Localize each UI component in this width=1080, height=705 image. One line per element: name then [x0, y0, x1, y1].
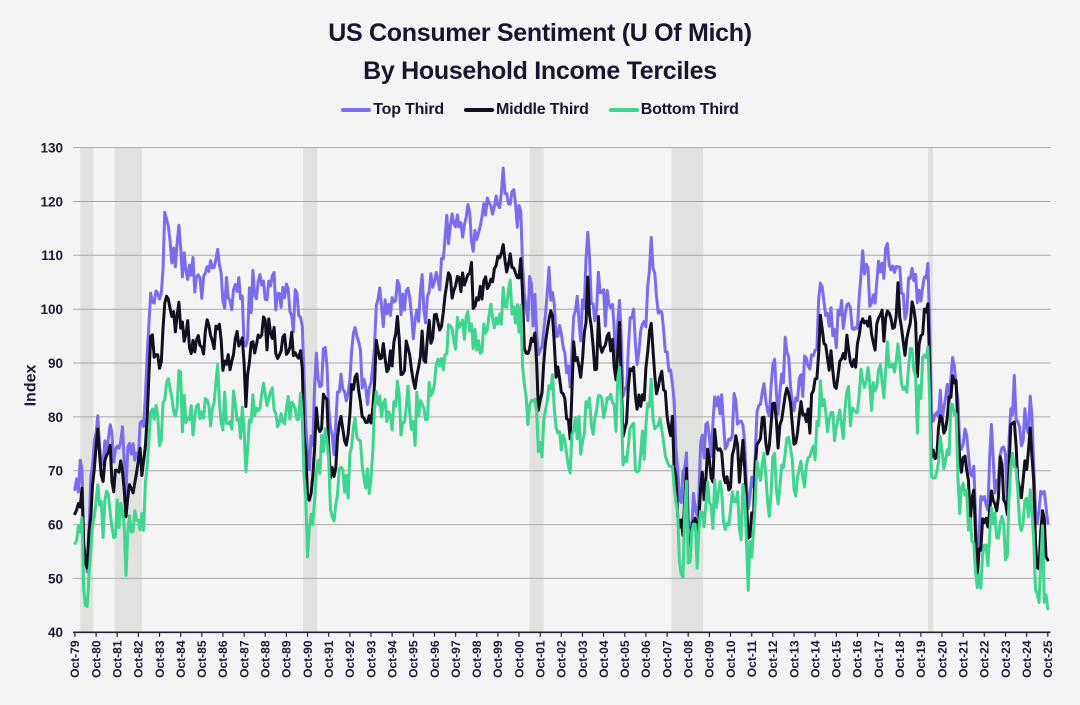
svg-text:Oct-84: Oct-84	[174, 640, 188, 678]
svg-text:Oct-88: Oct-88	[259, 640, 273, 678]
svg-text:Oct-99: Oct-99	[491, 640, 505, 678]
svg-text:70: 70	[48, 464, 63, 479]
svg-text:40: 40	[48, 625, 63, 640]
svg-text:Oct-79: Oct-79	[68, 640, 82, 678]
svg-text:Oct-81: Oct-81	[111, 640, 125, 678]
svg-text:Oct-91: Oct-91	[322, 640, 336, 678]
svg-text:80: 80	[48, 410, 63, 425]
svg-text:Oct-05: Oct-05	[618, 640, 632, 678]
svg-text:Oct-07: Oct-07	[660, 640, 674, 678]
svg-text:Oct-19: Oct-19	[914, 640, 928, 678]
svg-text:110: 110	[41, 248, 63, 263]
svg-text:Oct-21: Oct-21	[957, 640, 971, 678]
svg-text:Oct-13: Oct-13	[787, 640, 801, 678]
svg-text:Oct-03: Oct-03	[576, 640, 590, 678]
svg-text:Oct-92: Oct-92	[343, 640, 357, 678]
svg-text:130: 130	[40, 141, 63, 156]
svg-text:100: 100	[40, 302, 63, 317]
svg-text:Oct-14: Oct-14	[808, 640, 822, 678]
svg-text:Oct-94: Oct-94	[385, 640, 399, 678]
svg-text:Oct-16: Oct-16	[851, 640, 865, 678]
svg-text:Oct-01: Oct-01	[534, 640, 548, 678]
svg-text:90: 90	[48, 356, 63, 371]
svg-text:Oct-95: Oct-95	[407, 640, 421, 678]
svg-text:Index: Index	[23, 365, 40, 407]
svg-text:Oct-89: Oct-89	[280, 640, 294, 678]
svg-text:Oct-18: Oct-18	[893, 640, 907, 678]
svg-text:Oct-24: Oct-24	[1020, 640, 1034, 678]
svg-text:Oct-00: Oct-00	[512, 640, 526, 678]
svg-text:Oct-25: Oct-25	[1041, 640, 1055, 678]
svg-text:120: 120	[40, 194, 63, 209]
svg-text:Oct-17: Oct-17	[872, 640, 886, 678]
svg-text:Oct-80: Oct-80	[89, 640, 103, 678]
svg-text:Oct-97: Oct-97	[449, 640, 463, 678]
svg-text:Oct-83: Oct-83	[153, 640, 167, 678]
svg-text:Oct-23: Oct-23	[999, 640, 1013, 678]
svg-text:50: 50	[48, 571, 63, 586]
svg-text:60: 60	[48, 518, 63, 533]
svg-text:Oct-04: Oct-04	[597, 640, 611, 678]
svg-text:Oct-22: Oct-22	[978, 640, 992, 678]
svg-text:Oct-02: Oct-02	[555, 640, 569, 678]
svg-text:Oct-06: Oct-06	[639, 640, 653, 678]
svg-text:Oct-82: Oct-82	[132, 640, 146, 678]
svg-text:Oct-10: Oct-10	[724, 640, 738, 678]
svg-text:Oct-20: Oct-20	[935, 640, 949, 678]
svg-text:Oct-90: Oct-90	[301, 640, 315, 678]
svg-text:Oct-11: Oct-11	[745, 640, 759, 677]
svg-text:Oct-86: Oct-86	[216, 640, 230, 678]
svg-text:Oct-15: Oct-15	[830, 640, 844, 678]
svg-text:Oct-98: Oct-98	[470, 640, 484, 678]
svg-text:Oct-12: Oct-12	[766, 640, 780, 678]
svg-text:Oct-87: Oct-87	[237, 640, 251, 678]
svg-text:Oct-93: Oct-93	[364, 640, 378, 678]
svg-text:Oct-85: Oct-85	[195, 640, 209, 678]
svg-text:Oct-09: Oct-09	[703, 640, 717, 678]
svg-text:Oct-08: Oct-08	[682, 640, 696, 678]
svg-text:Oct-96: Oct-96	[428, 640, 442, 678]
